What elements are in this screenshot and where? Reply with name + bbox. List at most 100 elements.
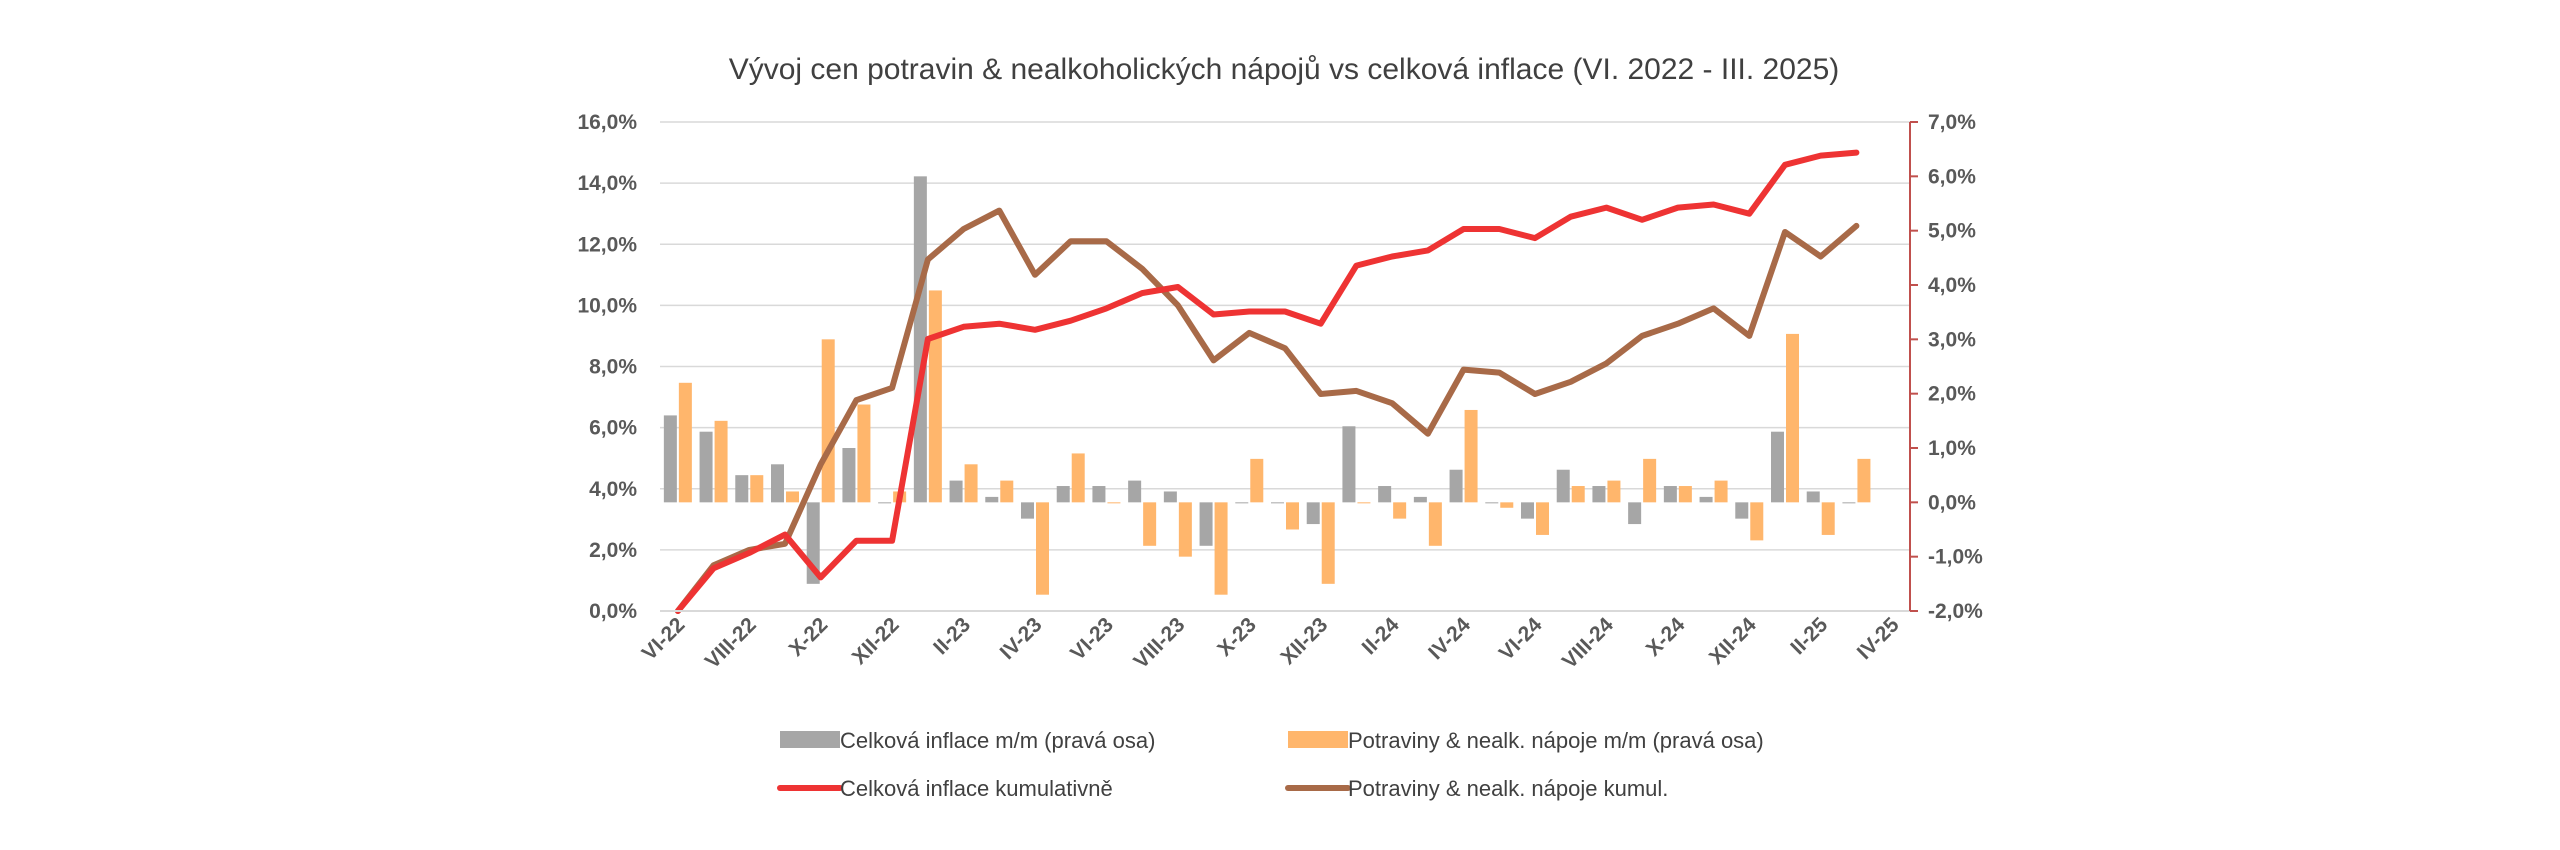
bar-food-mm xyxy=(821,339,835,503)
bar-food-mm xyxy=(1536,502,1549,535)
left-axis-tick-label: 0,0% xyxy=(589,600,637,623)
bar-food-mm xyxy=(1714,480,1728,503)
bar-total-mm xyxy=(1413,496,1427,503)
x-axis-tick-label: VIII-24 xyxy=(1558,613,1618,673)
bar-total-mm xyxy=(1521,502,1534,519)
bar-food-mm xyxy=(1571,486,1585,503)
left-axis-tick-label: 14,0% xyxy=(577,172,637,195)
bar-total-mm xyxy=(842,448,856,503)
bar-food-mm xyxy=(678,382,692,503)
bar-food-mm xyxy=(1071,453,1085,503)
bar-food-mm xyxy=(1214,502,1228,595)
bar-food-mm xyxy=(1357,502,1371,504)
legend-label: Potraviny & nealk. nápoje m/m (pravá osa… xyxy=(1348,728,1764,753)
axes: 0,0% 2,0% 4,0% 6,0% 8,0% 10,0% 12,0% 14,0% 16,0%… xyxy=(577,111,1983,673)
bar-total-mm xyxy=(1163,491,1177,503)
left-axis-tick-label: 4,0% xyxy=(589,478,637,501)
bar-total-mm xyxy=(1056,486,1070,503)
bar-food-mm xyxy=(1678,486,1692,503)
legend-item: Celková inflace kumulativně xyxy=(777,776,1113,801)
x-axis-tick-label: VI-24 xyxy=(1495,613,1547,665)
x-axis-tick-label: IV-25 xyxy=(1853,613,1904,664)
right-axis-tick-label: 4,0% xyxy=(1928,274,1976,297)
bar-total-mm xyxy=(1306,502,1320,525)
x-axis-tick-label: XII-23 xyxy=(1276,613,1332,669)
bar-food-mm xyxy=(1286,502,1299,530)
bar-total-mm xyxy=(878,502,892,504)
legend-item: Potraviny & nealk. nápoje m/m (pravá osa… xyxy=(1288,728,1764,753)
bar-food-mm xyxy=(786,491,799,503)
x-axis-tick-label: VI-22 xyxy=(638,613,690,665)
bar-food-mm xyxy=(1750,502,1764,541)
bar-total-mm xyxy=(1663,486,1677,503)
right-axis-tick-label: 7,0% xyxy=(1928,111,1976,134)
bar-total-mm xyxy=(771,464,784,503)
x-axis-tick-label: II-23 xyxy=(929,613,975,659)
bar-food-mm xyxy=(1393,502,1407,519)
bar-food-mm xyxy=(1036,502,1049,595)
x-axis-tick-label: VI-23 xyxy=(1066,613,1118,665)
bar-food-mm xyxy=(1143,502,1157,546)
left-axis-tick-label: 16,0% xyxy=(577,111,637,134)
bar-total-mm xyxy=(1771,431,1784,503)
right-axis-tick-label: 6,0% xyxy=(1928,165,1976,188)
bar-total-mm xyxy=(1199,502,1213,546)
x-axis-tick-label: XII-22 xyxy=(848,613,904,669)
x-axis-tick-label: X-22 xyxy=(785,613,833,661)
lines xyxy=(674,149,1860,614)
x-axis-tick-label: II-24 xyxy=(1358,613,1404,659)
bar-food-mm xyxy=(1321,502,1335,584)
bar-food-mm xyxy=(1464,409,1478,503)
right-axis-tick-label: 2,0% xyxy=(1928,383,1976,406)
x-axis-tick-label: II-25 xyxy=(1786,613,1832,659)
left-axis-tick-label: 12,0% xyxy=(577,233,637,256)
bar-total-mm xyxy=(1556,469,1570,503)
bar-food-mm xyxy=(1821,502,1835,535)
x-axis-tick-label: X-24 xyxy=(1642,613,1690,661)
bar-food-mm xyxy=(714,420,728,503)
bar-food-mm xyxy=(857,404,871,503)
legend-item: Potraviny & nealk. nápoje kumul. xyxy=(1285,776,1668,801)
bar-total-mm xyxy=(913,176,927,503)
legend-label: Celková inflace kumulativně xyxy=(840,776,1113,801)
right-axis-tick-label: -1,0% xyxy=(1928,546,1983,569)
bar-total-mm xyxy=(1378,486,1392,503)
legend: Celková inflace m/m (pravá osa) Potraviny… xyxy=(777,728,1764,801)
bar-food-mm xyxy=(1500,502,1514,508)
chart-title: Vývoj cen potravin & nealkoholických náp… xyxy=(729,53,1840,86)
bar-total-mm xyxy=(735,475,749,503)
bar-total-mm xyxy=(1092,486,1106,503)
bar-food-mm xyxy=(750,475,764,503)
x-axis-tick-label: VIII-22 xyxy=(701,613,761,673)
bar-total-mm xyxy=(1699,496,1713,503)
x-axis-tick-label: VIII-23 xyxy=(1129,613,1189,673)
bar-food-mm xyxy=(1107,502,1121,504)
right-axis-tick-label: 5,0% xyxy=(1928,220,1976,243)
bar-food-mm xyxy=(1857,458,1871,503)
left-axis-tick-label: 10,0% xyxy=(577,294,637,317)
bars xyxy=(663,176,1871,595)
bar-total-mm xyxy=(985,496,999,503)
legend-item: Celková inflace m/m (pravá osa) xyxy=(780,728,1155,753)
bar-food-mm xyxy=(1786,333,1799,503)
right-axis-tick-label: 0,0% xyxy=(1928,491,1976,514)
left-axis-tick-label: 6,0% xyxy=(589,417,637,440)
bar-total-mm xyxy=(1449,469,1463,503)
legend-swatch xyxy=(780,731,840,748)
x-axis-tick-label: XII-24 xyxy=(1705,613,1761,669)
bar-total-mm xyxy=(1021,502,1034,519)
bar-food-mm xyxy=(964,464,978,503)
bar-total-mm xyxy=(1235,502,1249,504)
bar-food-mm xyxy=(1607,480,1621,503)
right-axis-tick-label: -2,0% xyxy=(1928,600,1983,623)
bar-food-mm xyxy=(1643,458,1657,503)
bar-food-mm xyxy=(1428,502,1442,546)
line-total-cumulative xyxy=(674,149,1860,614)
bar-total-mm xyxy=(663,415,677,503)
line-food-cumulative xyxy=(674,207,1860,614)
bar-total-mm xyxy=(1342,426,1356,503)
bar-total-mm xyxy=(949,480,963,503)
bar-total-mm xyxy=(1592,486,1606,503)
legend-label: Potraviny & nealk. nápoje kumul. xyxy=(1348,776,1668,801)
